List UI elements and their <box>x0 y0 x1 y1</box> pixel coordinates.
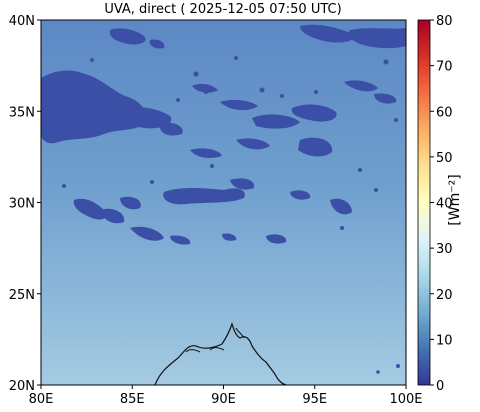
cloud-mask <box>41 24 406 374</box>
x-tick-label: 90E <box>211 392 236 407</box>
colorbar-tick-label: 30 <box>436 242 453 257</box>
y-tick-label: 25N <box>9 288 35 303</box>
y-tick-label: 30N <box>9 197 35 212</box>
x-tick-label: 80E <box>29 392 54 407</box>
x-tick-label: 85E <box>120 392 145 407</box>
colorbar-tick-label: 70 <box>436 60 453 75</box>
x-tick-label: 100E <box>389 392 422 407</box>
colorbar-tick-label: 20 <box>436 288 453 303</box>
colorbar-tick-label: 60 <box>436 105 453 120</box>
colorbar-tick-label: 50 <box>436 151 453 166</box>
colorbar-tick-label: 80 <box>436 14 453 29</box>
colorbar-label: [Wm⁻²] <box>447 174 463 226</box>
x-tick-label: 95E <box>302 392 327 407</box>
coastline <box>154 322 287 385</box>
colorbar-ticks: 80 70 60 50 40 30 20 10 0 <box>430 14 453 394</box>
coastline-islands <box>185 327 245 353</box>
colorbar <box>417 19 431 386</box>
colorbar-tick-label: 40 <box>436 197 453 212</box>
y-tick-label: 35N <box>9 105 35 120</box>
x-axis-ticks: 80E 85E 90E 95E 100E <box>29 385 423 407</box>
irradiance-field <box>41 20 406 385</box>
y-tick-label: 20N <box>9 379 35 394</box>
colorbar-tick-label: 10 <box>436 333 453 348</box>
map-title: UVA, direct ( 2025-12-05 07:50 UTC) <box>104 2 342 17</box>
y-axis-ticks: 40N 35N 30N 25N 20N <box>9 14 41 394</box>
colorbar-tick-label: 0 <box>436 379 444 394</box>
y-tick-label: 40N <box>9 14 35 29</box>
